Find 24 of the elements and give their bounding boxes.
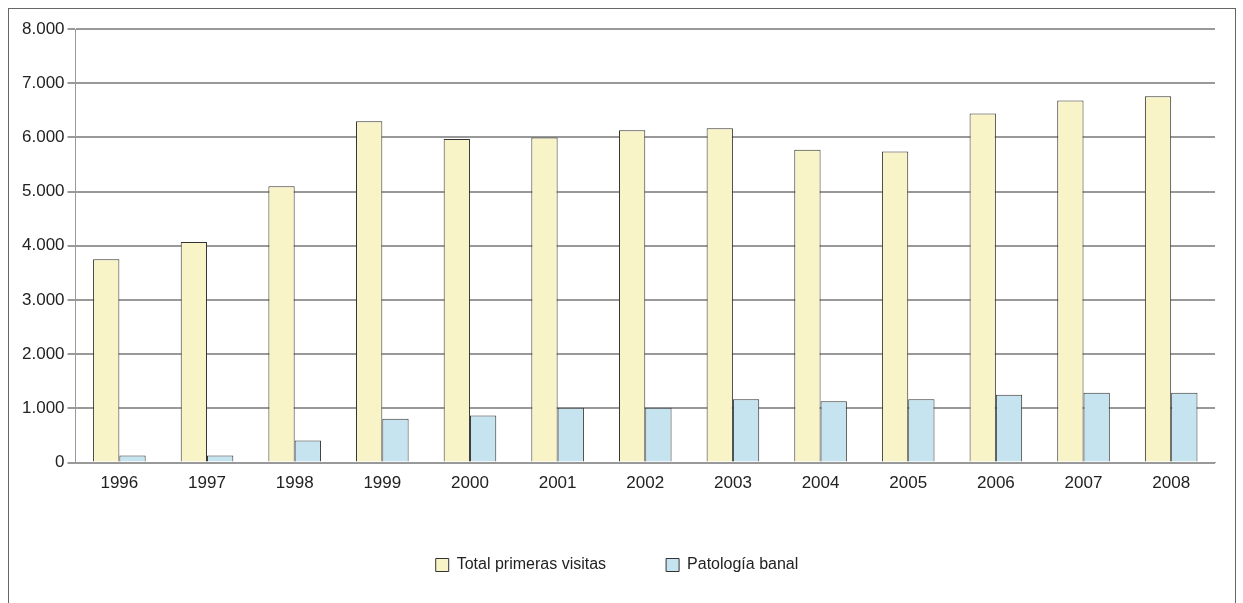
- y-tick-label: 4.000: [21, 235, 65, 255]
- x-tick-label: 2004: [801, 473, 840, 493]
- x-tick-label: 1998: [275, 473, 314, 493]
- x-tick-label: 1996: [100, 473, 139, 493]
- x-tick-label: 1997: [188, 473, 226, 493]
- legend-label: Total primeras visitas: [456, 555, 607, 573]
- x-tick-label: 2002: [626, 473, 665, 493]
- y-tick-label: 7.000: [21, 72, 65, 92]
- x-tick-label: 2007: [1064, 473, 1103, 493]
- x-tick-label: 2006: [976, 473, 1015, 493]
- x-tick-label: 2003: [714, 473, 752, 493]
- y-tick-label: 3.000: [21, 289, 65, 309]
- y-tick-label: 8.000: [21, 18, 65, 38]
- y-tick-label: 1.000: [21, 398, 65, 418]
- x-tick-label: 2008: [1152, 473, 1191, 493]
- x-tick-label: 2000: [451, 473, 489, 493]
- y-tick-label: 2.000: [21, 343, 65, 363]
- y-tick-label: 5.000: [21, 181, 65, 201]
- x-tick-label: 2005: [889, 473, 928, 493]
- y-tick-label: 0: [55, 452, 65, 472]
- x-tick-label: 2001: [538, 473, 577, 493]
- y-tick-label: 6.000: [21, 127, 65, 147]
- legend-label: Patología banal: [687, 555, 799, 573]
- x-tick-label: 1999: [363, 473, 402, 493]
